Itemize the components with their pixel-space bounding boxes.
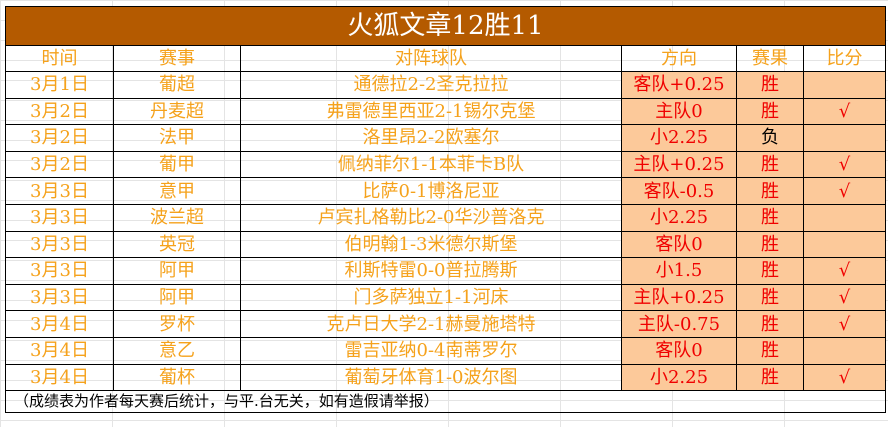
score-cell [802, 230, 887, 259]
direction-cell: 客队0 [621, 336, 737, 365]
league-cell: 意乙 [113, 336, 241, 365]
date-cell: 3月2日 [5, 150, 114, 179]
score-cell: √ [802, 363, 887, 392]
direction-cell: 主队+0.25 [621, 283, 737, 312]
date-cell: 3月4日 [5, 336, 114, 365]
league-cell: 葡甲 [113, 150, 241, 179]
league-cell: 葡超 [113, 71, 241, 99]
direction-cell: 主队0 [621, 97, 737, 126]
score-cell [802, 124, 887, 152]
header-league: 赛事 [113, 45, 241, 72]
score-cell: √ [802, 257, 887, 285]
header-date: 时间 [5, 45, 114, 72]
match-cell: 弗雷德里西亚2-1锡尔克堡 [240, 97, 622, 126]
header-direction: 方向 [621, 45, 737, 72]
direction-cell: 小2.25 [621, 203, 737, 232]
date-cell: 3月3日 [5, 257, 114, 285]
score-cell: √ [802, 177, 887, 205]
match-cell: 佩纳菲尔1-1本菲卡B队 [240, 150, 622, 179]
table-row: 3月4日 罗杯 克卢日大学2-1赫曼施塔特 主队-0.75 胜 √ [5, 310, 887, 338]
direction-cell: 小2.25 [621, 124, 737, 152]
match-cell: 克卢日大学2-1赫曼施塔特 [240, 310, 622, 338]
date-cell: 3月3日 [5, 177, 114, 205]
table-row: 3月3日 波兰超 卢宾扎格勒比2-0华沙普洛克 小2.25 胜 [5, 203, 887, 232]
date-cell: 3月2日 [5, 97, 114, 126]
score-cell [802, 336, 887, 365]
result-cell: 胜 [736, 363, 804, 392]
match-cell: 雷吉亚纳0-4南蒂罗尔 [240, 336, 622, 365]
score-cell: √ [802, 283, 887, 312]
match-cell: 门多萨独立1-1河床 [240, 283, 622, 312]
date-cell: 3月2日 [5, 124, 114, 152]
result-cell: 胜 [736, 71, 804, 99]
header-score: 比分 [802, 45, 887, 72]
league-cell: 葡杯 [113, 363, 241, 392]
table-row: 3月2日 丹麦超 弗雷德里西亚2-1锡尔克堡 主队0 胜 √ [5, 97, 887, 126]
date-cell: 3月3日 [5, 230, 114, 259]
match-cell: 比萨0-1博洛尼亚 [240, 177, 622, 205]
date-cell: 3月4日 [5, 310, 114, 338]
score-cell [802, 71, 887, 99]
table-row: 3月1日 葡超 通德拉2-2圣克拉拉 客队+0.25 胜 [5, 71, 887, 99]
match-cell: 卢宾扎格勒比2-0华沙普洛克 [240, 203, 622, 232]
score-cell: √ [802, 97, 887, 126]
table-row: 3月3日 阿甲 利斯特雷0-0普拉腾斯 小1.5 胜 √ [5, 257, 887, 285]
direction-cell: 客队+0.25 [621, 71, 737, 99]
header-match: 对阵球队 [240, 45, 622, 72]
league-cell: 法甲 [113, 124, 241, 152]
date-cell: 3月3日 [5, 203, 114, 232]
league-cell: 阿甲 [113, 283, 241, 312]
league-cell: 英冠 [113, 230, 241, 259]
date-cell: 3月4日 [5, 363, 114, 392]
result-cell: 胜 [736, 310, 804, 338]
match-cell: 通德拉2-2圣克拉拉 [240, 71, 622, 99]
match-cell: 洛里昂2-2欧塞尔 [240, 124, 622, 152]
result-cell: 胜 [736, 97, 804, 126]
results-table: 火狐文章12胜11 时间 赛事 对阵球队 方向 赛果 比分 3月1日 葡超 通德拉2… [4, 6, 887, 414]
date-cell: 3月3日 [5, 283, 114, 312]
league-cell: 波兰超 [113, 203, 241, 232]
direction-cell: 主队+0.25 [621, 150, 737, 179]
league-cell: 阿甲 [113, 257, 241, 285]
result-cell: 胜 [736, 150, 804, 179]
header-result: 赛果 [736, 45, 804, 72]
match-cell: 葡萄牙体育1-0波尔图 [240, 363, 622, 392]
table-row: 3月2日 葡甲 佩纳菲尔1-1本菲卡B队 主队+0.25 胜 √ [5, 150, 887, 179]
table-row: 3月4日 葡杯 葡萄牙体育1-0波尔图 小2.25 胜 √ [5, 363, 887, 392]
score-cell: √ [802, 310, 887, 338]
league-cell: 意甲 [113, 177, 241, 205]
match-cell: 利斯特雷0-0普拉腾斯 [240, 257, 622, 285]
score-cell: √ [802, 150, 887, 179]
footer-note: （成绩表为作者每天赛后统计，与平.台无关，如有造假请举报） [4, 390, 887, 414]
table-row: 3月3日 意甲 比萨0-1博洛尼亚 客队-0.5 胜 √ [5, 177, 887, 205]
date-cell: 3月1日 [5, 71, 114, 99]
table-row: 3月3日 阿甲 门多萨独立1-1河床 主队+0.25 胜 √ [5, 283, 887, 312]
direction-cell: 小2.25 [621, 363, 737, 392]
result-cell: 胜 [736, 283, 804, 312]
direction-cell: 客队0 [621, 230, 737, 259]
league-cell: 丹麦超 [113, 97, 241, 126]
table-row: 3月2日 法甲 洛里昂2-2欧塞尔 小2.25 负 [5, 124, 887, 152]
result-cell: 胜 [736, 203, 804, 232]
table-row: 3月3日 英冠 伯明翰1-3米德尔斯堡 客队0 胜 [5, 230, 887, 259]
result-cell: 负 [736, 124, 804, 152]
direction-cell: 客队-0.5 [621, 177, 737, 205]
table-row: 3月4日 意乙 雷吉亚纳0-4南蒂罗尔 客队0 胜 [5, 336, 887, 365]
league-cell: 罗杯 [113, 310, 241, 338]
table-title: 火狐文章12胜11 [4, 6, 887, 46]
result-cell: 胜 [736, 336, 804, 365]
match-cell: 伯明翰1-3米德尔斯堡 [240, 230, 622, 259]
result-cell: 胜 [736, 257, 804, 285]
result-cell: 胜 [736, 177, 804, 205]
result-cell: 胜 [736, 230, 804, 259]
header-row: 时间 赛事 对阵球队 方向 赛果 比分 [5, 45, 887, 72]
direction-cell: 小1.5 [621, 257, 737, 285]
direction-cell: 主队-0.75 [621, 310, 737, 338]
score-cell [802, 203, 887, 232]
